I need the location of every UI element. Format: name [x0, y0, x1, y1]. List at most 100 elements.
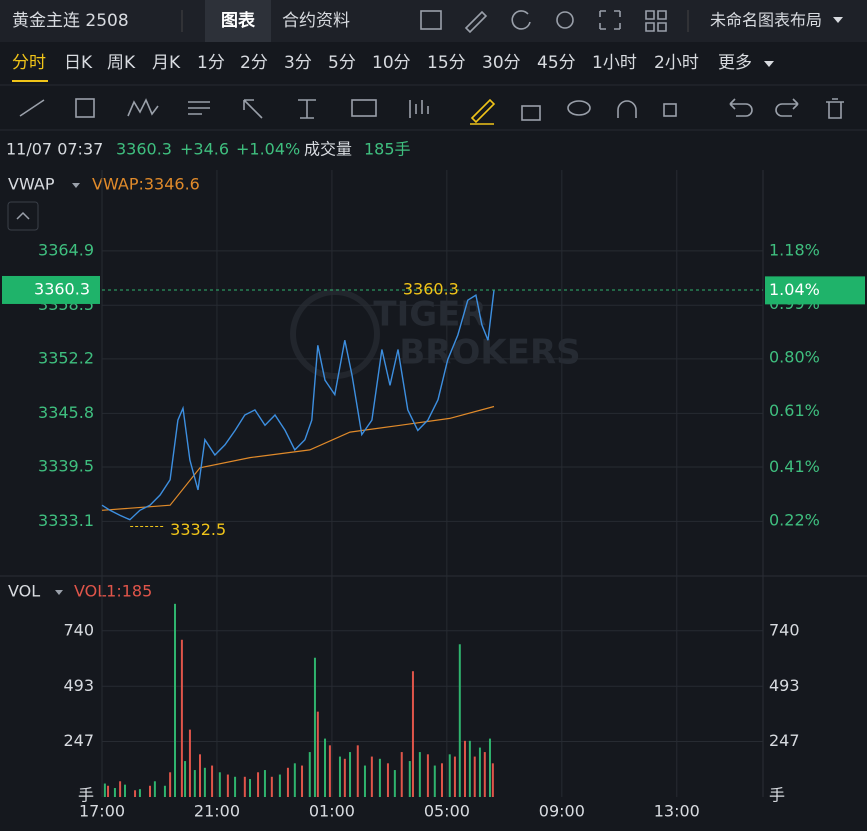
icon[interactable] — [420, 10, 442, 30]
volume-bar — [123, 784, 126, 797]
volume-bar — [338, 756, 341, 797]
last-pct-box — [765, 276, 865, 305]
volume-bar — [193, 770, 196, 797]
drawing-tools — [19, 98, 844, 125]
y2-tick-label: 0.80% — [769, 347, 820, 366]
tool[interactable] — [75, 98, 95, 118]
volume-bar — [113, 788, 116, 797]
volume-bar — [324, 738, 327, 797]
tool[interactable] — [729, 98, 753, 117]
vwap-line — [101, 405, 495, 511]
price-line — [101, 289, 495, 521]
timeframe[interactable]: 2小时 — [654, 53, 699, 73]
timeframe[interactable]: 30分 — [482, 53, 521, 73]
timeframe[interactable]: 周K — [107, 53, 136, 73]
tool[interactable] — [617, 100, 637, 118]
volume-bar — [378, 758, 381, 797]
layout-name[interactable]: 未命名图表布局 — [710, 11, 822, 30]
icon[interactable] — [511, 10, 531, 30]
tab[interactable]: 图表 — [221, 10, 256, 31]
collapse-button[interactable] — [7, 201, 39, 231]
volume-bar — [458, 644, 461, 797]
tool[interactable] — [243, 99, 263, 119]
volume-bar — [184, 761, 187, 797]
volume-bar — [411, 671, 414, 797]
icon[interactable] — [599, 10, 621, 30]
timeframe[interactable]: 1分 — [197, 53, 225, 73]
icon[interactable] — [645, 10, 667, 32]
volume-bar — [278, 774, 281, 797]
volume-bar — [400, 752, 403, 797]
indicator-value: VWAP:3346.6 — [92, 175, 200, 194]
timeframe[interactable]: 3分 — [284, 53, 312, 73]
tool[interactable] — [351, 99, 377, 117]
quote-pct: +1.04% — [236, 140, 300, 159]
volume-bar — [199, 754, 202, 797]
tool[interactable] — [521, 105, 541, 121]
x-tick-label: 09:00 — [539, 802, 585, 821]
quote-volume: 185手 — [364, 140, 411, 159]
x-tick-label: 17:00 — [79, 802, 125, 821]
tool[interactable] — [188, 101, 210, 115]
dropdown-arrow — [833, 17, 843, 23]
timeframe[interactable]: 15分 — [427, 53, 466, 73]
tab-active-bg[interactable] — [205, 0, 271, 42]
x-tick-label: 13:00 — [654, 802, 700, 821]
watermark: TIGER — [373, 295, 486, 335]
tab[interactable]: 合约资料 — [282, 11, 350, 31]
volume-label: 成交量 — [304, 140, 352, 159]
icon[interactable] — [464, 10, 488, 34]
tool[interactable] — [775, 98, 799, 117]
y2-tick-label: 0.22% — [769, 511, 820, 530]
volume-bar — [370, 756, 373, 797]
timeframe[interactable]: 10分 — [372, 53, 411, 73]
volume-bar — [163, 785, 166, 797]
tool[interactable] — [409, 100, 429, 118]
volume-bar — [328, 745, 331, 797]
volume-bar — [173, 603, 176, 797]
y2-tick-label: 247 — [769, 731, 800, 750]
volume-bar — [363, 765, 366, 797]
volume-bar — [257, 772, 260, 797]
icon[interactable] — [556, 11, 574, 29]
last-price-box — [2, 275, 100, 304]
volume-bar — [386, 763, 389, 797]
volume-bar — [203, 767, 206, 797]
dropdown-arrow — [72, 183, 80, 188]
volume-bar — [234, 776, 237, 797]
tool-active[interactable] — [470, 98, 496, 125]
timeframe[interactable]: 5分 — [328, 53, 356, 73]
volume-bar — [169, 772, 172, 797]
volume-bar — [468, 740, 471, 797]
tool[interactable] — [127, 98, 159, 117]
volume-bar — [408, 761, 411, 797]
volume-bar — [226, 774, 229, 797]
tool[interactable] — [663, 103, 677, 117]
timeframe[interactable]: 月K — [152, 53, 181, 73]
tool[interactable] — [19, 99, 45, 117]
timeframe[interactable]: 日K — [64, 53, 93, 73]
volume-bar — [488, 738, 491, 797]
x-tick-label: 01:00 — [309, 802, 355, 821]
high-label: 3360.3 — [403, 279, 459, 298]
timeframe[interactable]: 分时 — [12, 53, 46, 73]
indicator-name[interactable]: VWAP — [8, 175, 55, 194]
timeframe[interactable]: 1小时 — [592, 53, 637, 73]
volume-bar — [473, 756, 476, 797]
volume-bar — [211, 765, 214, 797]
volume-bar — [453, 756, 456, 797]
timeframe[interactable]: 45分 — [537, 53, 576, 73]
volume-bar — [243, 776, 246, 797]
tool[interactable] — [567, 100, 591, 116]
volume-bar — [301, 765, 304, 797]
timeframe[interactable]: 2分 — [240, 53, 268, 73]
top-bar — [0, 0, 867, 42]
tool[interactable] — [826, 98, 844, 119]
timeframe[interactable]: 更多 — [718, 53, 752, 73]
indicator-name[interactable]: VOL — [8, 582, 40, 601]
tool[interactable] — [298, 99, 316, 119]
y-tick-label: 3345.8 — [38, 403, 94, 422]
x-tick-label: 21:00 — [194, 802, 240, 821]
